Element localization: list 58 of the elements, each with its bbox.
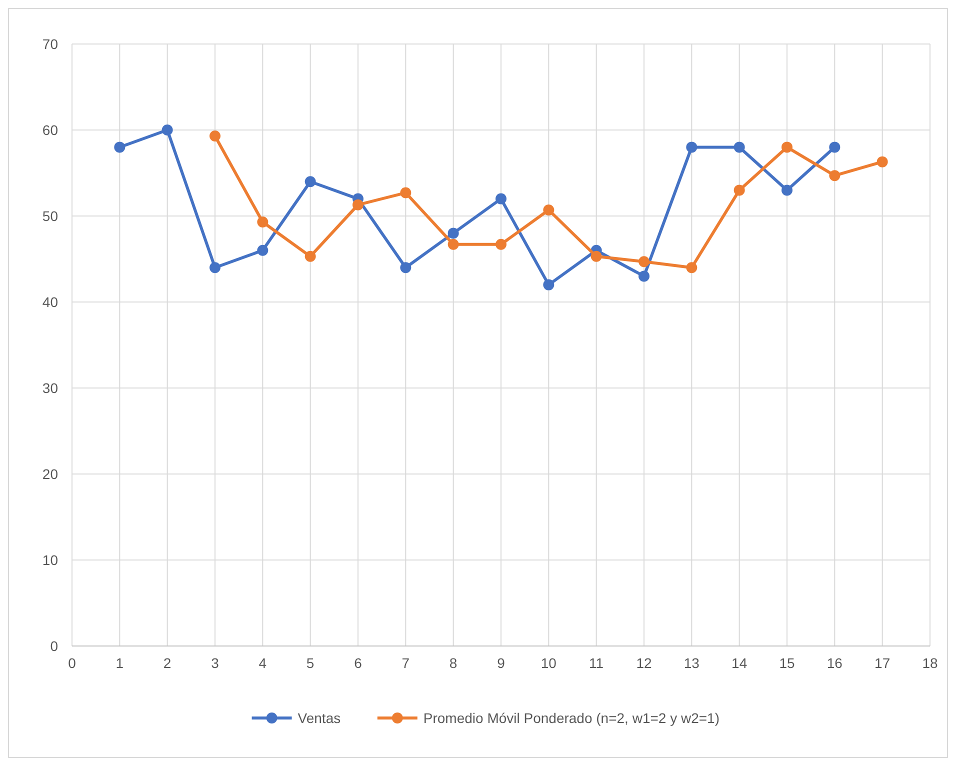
y-tick-label: 70: [42, 36, 58, 52]
x-tick-label: 0: [68, 655, 76, 671]
x-tick-label: 15: [779, 655, 795, 671]
x-tick-label: 5: [306, 655, 314, 671]
point: [734, 142, 745, 153]
x-tick-label: 16: [826, 655, 843, 671]
point: [210, 262, 220, 274]
x-tick-label: 3: [211, 655, 220, 671]
x-tick-label: 13: [684, 655, 700, 671]
x-tick-label: 17: [874, 655, 890, 671]
point: [782, 184, 792, 196]
point: [448, 238, 459, 250]
y-tick-label: 40: [42, 294, 58, 310]
point: [496, 238, 506, 250]
point: [257, 216, 268, 228]
point: [829, 142, 840, 153]
point: [782, 142, 792, 153]
point: [114, 142, 126, 153]
point: [638, 256, 650, 268]
x-tick-label: 1: [116, 655, 124, 671]
legend-label: Ventas: [298, 710, 341, 726]
point: [543, 279, 554, 290]
y-tick-label: 50: [42, 208, 58, 224]
x-tick-label: 18: [922, 655, 938, 671]
legend-label: Promedio Móvil Ponderado (n=2, w1=2 y w2=1): [423, 710, 720, 726]
y-tick-label: 20: [42, 466, 58, 482]
point: [829, 170, 840, 182]
point: [257, 244, 268, 256]
point: [304, 250, 316, 262]
point: [210, 130, 220, 142]
point: [686, 262, 698, 274]
x-tick-label: 7: [402, 655, 410, 671]
y-tick-label: 60: [42, 122, 58, 138]
x-tick-label: 2: [163, 655, 172, 671]
y-tick-label: 30: [42, 380, 58, 396]
point: [162, 124, 173, 136]
point: [304, 176, 316, 188]
point: [496, 193, 506, 204]
x-tick-label: 10: [540, 655, 557, 671]
point: [686, 142, 698, 153]
x-tick-label: 14: [732, 655, 748, 671]
point: [400, 262, 412, 274]
point: [638, 270, 650, 282]
point: [590, 250, 602, 262]
x-tick-label: 12: [636, 655, 652, 671]
point: [543, 204, 554, 216]
point: [876, 156, 888, 168]
x-tick-label: 8: [449, 655, 458, 671]
y-tick-label: 10: [42, 552, 58, 568]
point: [734, 184, 745, 196]
x-tick-label: 9: [497, 655, 506, 671]
y-tick-label: 0: [50, 638, 58, 654]
point: [448, 228, 459, 239]
x-tick-label: 4: [258, 655, 267, 671]
x-tick-label: 11: [589, 655, 604, 671]
x-tick-label: 6: [354, 655, 362, 671]
point: [400, 187, 412, 198]
point: [352, 199, 364, 210]
